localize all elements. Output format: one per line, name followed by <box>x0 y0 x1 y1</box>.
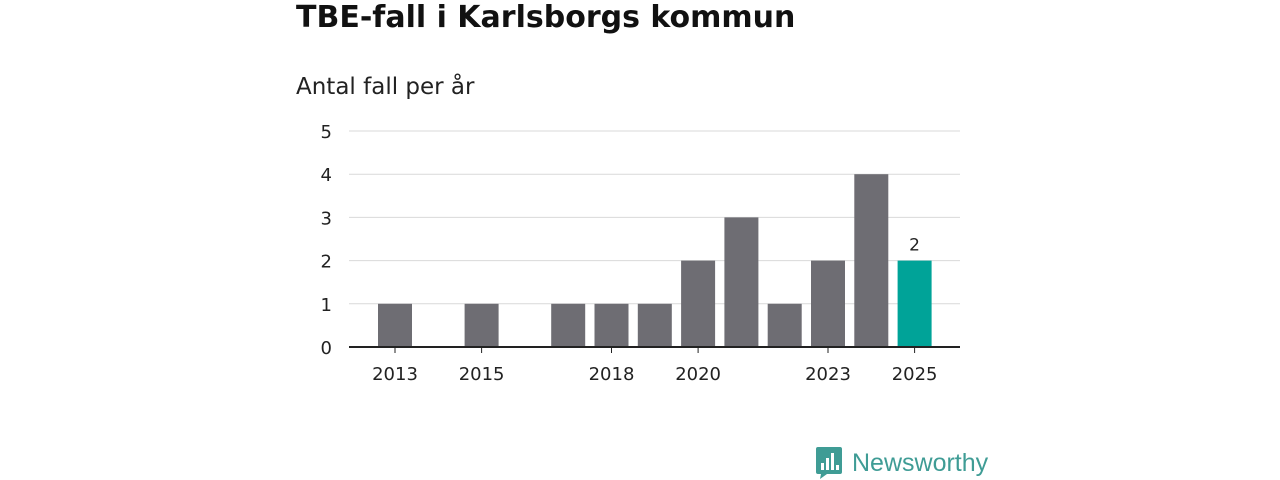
bar-2023 <box>811 260 845 347</box>
y-tick-label: 1 <box>321 295 332 316</box>
bar-chart: 0 1 2 3 4 5 2013 2015 2018 2020 2023 2025 2 <box>321 122 960 385</box>
x-axis-ticks: 2013 2015 2018 2020 2023 2025 <box>372 347 938 385</box>
x-tick-label: 2023 <box>805 364 851 385</box>
chart-title: TBE-fall i Karlsborgs kommun <box>296 0 796 35</box>
y-tick-label: 5 <box>321 122 332 143</box>
bar-2019 <box>637 303 672 347</box>
y-tick-label: 0 <box>321 338 332 359</box>
data-labels: 2 <box>909 236 920 256</box>
x-tick-label: 2025 <box>892 364 938 385</box>
brand-logo: Newsworthy <box>815 446 988 480</box>
bar-2022 <box>767 303 802 347</box>
bar-2021 <box>724 217 759 347</box>
x-tick-label: 2020 <box>675 364 721 385</box>
data-label-2025: 2 <box>909 236 920 256</box>
y-tick-label: 2 <box>321 252 332 273</box>
x-tick-label: 2018 <box>589 364 635 385</box>
bar-2024 <box>854 174 889 347</box>
y-axis-ticks: 0 1 2 3 4 5 <box>321 122 332 359</box>
bar-chart-logo-icon <box>816 447 842 479</box>
bar-2025 <box>897 260 932 347</box>
y-tick-label: 3 <box>321 208 332 229</box>
bars <box>349 174 960 348</box>
y-tick-label: 4 <box>321 165 332 186</box>
bar-2017 <box>551 303 586 347</box>
bar-2020 <box>681 260 716 347</box>
x-tick-label: 2015 <box>459 364 505 385</box>
bar-2013 <box>378 303 412 347</box>
x-tick-label: 2013 <box>372 364 418 385</box>
bar-2015 <box>464 303 499 347</box>
chart-subtitle: Antal fall per år <box>296 74 475 100</box>
brand-name: Newsworthy <box>852 448 989 477</box>
bar-2018 <box>594 303 629 347</box>
